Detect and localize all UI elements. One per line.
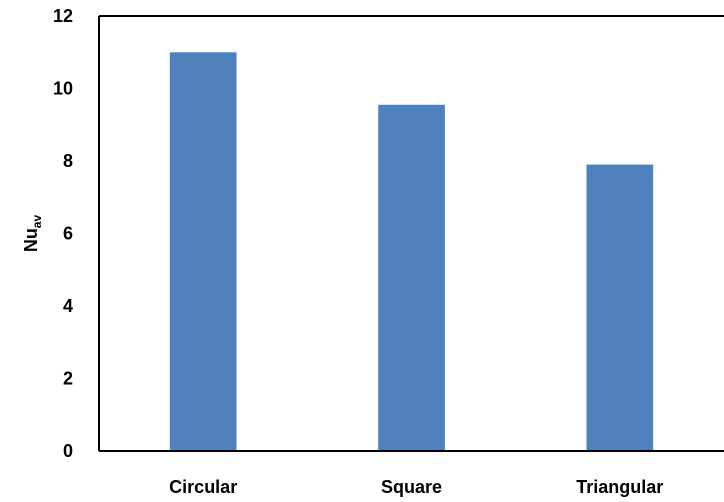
- x-tick-label: Circular: [169, 477, 237, 497]
- y-tick-label: 12: [53, 6, 73, 26]
- y-tick-label: 6: [63, 224, 73, 244]
- bar-square: [378, 104, 445, 452]
- y-axis-title: Nuav: [21, 215, 44, 253]
- y-tick-label: 8: [63, 151, 73, 171]
- x-tick-label: Triangular: [576, 477, 663, 497]
- y-tick-label: 2: [63, 369, 73, 389]
- bars-group: [169, 52, 654, 452]
- y-tick-labels: 0 2 4 6 8 10 12: [53, 6, 73, 461]
- y-axis-title-subscript: av: [30, 215, 44, 229]
- y-tick-label: 4: [63, 296, 73, 316]
- bar-circular: [169, 52, 237, 452]
- x-tick-labels: Circular Square Triangular: [169, 477, 663, 497]
- y-axis-title-main: Nu: [21, 228, 41, 252]
- y-tick-label: 10: [53, 79, 73, 99]
- x-tick-label: Square: [381, 477, 442, 497]
- y-tick-label: 0: [63, 441, 73, 461]
- bar-triangular: [586, 164, 654, 451]
